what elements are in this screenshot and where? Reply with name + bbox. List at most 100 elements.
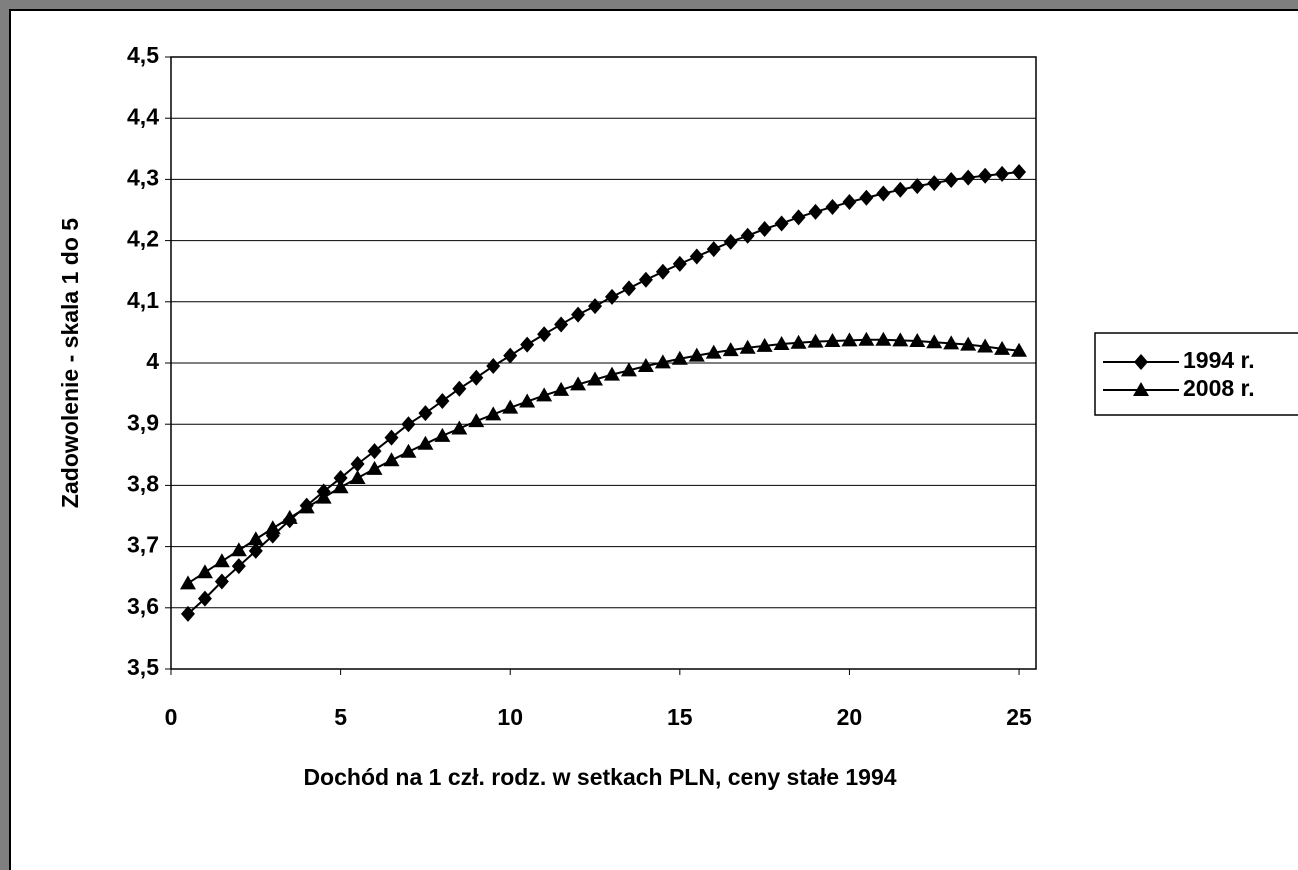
marker bbox=[654, 354, 671, 369]
marker bbox=[383, 452, 400, 467]
marker bbox=[995, 165, 1010, 182]
marker bbox=[367, 443, 382, 460]
marker bbox=[588, 298, 603, 315]
legend-marker bbox=[1134, 354, 1148, 370]
marker bbox=[638, 271, 653, 288]
marker bbox=[486, 358, 501, 375]
marker bbox=[179, 575, 196, 590]
x-tick-label: 20 bbox=[837, 704, 863, 730]
marker bbox=[1011, 342, 1028, 357]
marker bbox=[808, 203, 823, 220]
y-tick-label: 4,3 bbox=[127, 164, 159, 190]
marker bbox=[892, 332, 909, 347]
legend-marker bbox=[1133, 382, 1149, 396]
marker bbox=[281, 509, 298, 524]
marker bbox=[620, 362, 637, 377]
marker bbox=[994, 340, 1011, 355]
chart-background bbox=[9, 9, 1298, 870]
y-tick-label: 4,1 bbox=[127, 287, 159, 313]
marker bbox=[468, 413, 485, 428]
marker bbox=[366, 460, 383, 475]
marker bbox=[333, 470, 348, 487]
y-tick-label: 3,5 bbox=[127, 654, 159, 680]
marker bbox=[757, 220, 772, 237]
marker bbox=[960, 336, 977, 351]
y-tick-label: 3,9 bbox=[127, 409, 159, 435]
marker bbox=[401, 416, 416, 433]
legend-box bbox=[1094, 332, 1298, 416]
y-tick-label: 4,2 bbox=[127, 226, 159, 252]
y-tick-label: 3,8 bbox=[127, 470, 159, 496]
marker bbox=[927, 175, 942, 192]
plot-area bbox=[170, 56, 1037, 670]
marker bbox=[537, 326, 552, 343]
marker bbox=[231, 558, 246, 575]
marker bbox=[858, 331, 875, 346]
marker bbox=[909, 332, 926, 347]
marker bbox=[926, 334, 943, 349]
x-tick-label: 15 bbox=[667, 704, 693, 730]
marker bbox=[384, 429, 399, 446]
marker bbox=[520, 336, 535, 353]
marker bbox=[740, 227, 755, 244]
marker bbox=[637, 358, 654, 373]
marker bbox=[214, 573, 229, 590]
marker bbox=[503, 347, 518, 364]
y-axis-label: Zadowolenie - skala 1 do 5 bbox=[57, 218, 83, 508]
marker bbox=[688, 347, 705, 362]
marker bbox=[485, 406, 502, 421]
marker bbox=[213, 553, 230, 568]
marker bbox=[604, 288, 619, 305]
marker bbox=[723, 233, 738, 250]
marker bbox=[841, 332, 858, 347]
marker bbox=[451, 420, 468, 435]
marker bbox=[944, 172, 959, 189]
marker bbox=[671, 350, 688, 365]
marker bbox=[418, 405, 433, 422]
marker bbox=[893, 181, 908, 198]
marker bbox=[910, 178, 925, 195]
marker bbox=[706, 241, 721, 258]
marker bbox=[570, 376, 587, 391]
marker bbox=[264, 520, 281, 535]
marker bbox=[791, 209, 806, 226]
marker bbox=[978, 167, 993, 184]
marker bbox=[536, 387, 553, 402]
marker bbox=[655, 263, 670, 280]
marker bbox=[859, 189, 874, 206]
marker bbox=[672, 255, 687, 272]
marker bbox=[434, 427, 451, 442]
marker bbox=[180, 605, 195, 622]
marker bbox=[842, 194, 857, 211]
marker bbox=[519, 393, 536, 408]
marker bbox=[875, 331, 892, 346]
marker bbox=[943, 335, 960, 350]
marker bbox=[722, 342, 739, 357]
marker bbox=[452, 380, 467, 397]
marker bbox=[587, 371, 604, 386]
y-tick-label: 4 bbox=[146, 348, 159, 374]
marker bbox=[790, 334, 807, 349]
marker bbox=[197, 590, 212, 607]
marker bbox=[1012, 164, 1027, 181]
marker bbox=[825, 198, 840, 215]
marker bbox=[807, 333, 824, 348]
marker bbox=[553, 381, 570, 396]
marker bbox=[739, 339, 756, 354]
marker bbox=[349, 470, 366, 485]
marker bbox=[350, 455, 365, 472]
marker bbox=[230, 542, 247, 557]
marker bbox=[876, 185, 891, 202]
marker bbox=[315, 489, 332, 504]
marker bbox=[435, 392, 450, 409]
x-tick-label: 0 bbox=[165, 704, 178, 730]
marker bbox=[824, 332, 841, 347]
x-axis-label: Dochód na 1 czł. rodz. w setkach PLN, ce… bbox=[303, 764, 897, 790]
x-tick-label: 5 bbox=[334, 704, 347, 730]
marker bbox=[196, 564, 213, 579]
marker bbox=[961, 169, 976, 186]
legend-label: 2008 r. bbox=[1183, 375, 1255, 401]
marker bbox=[603, 366, 620, 381]
